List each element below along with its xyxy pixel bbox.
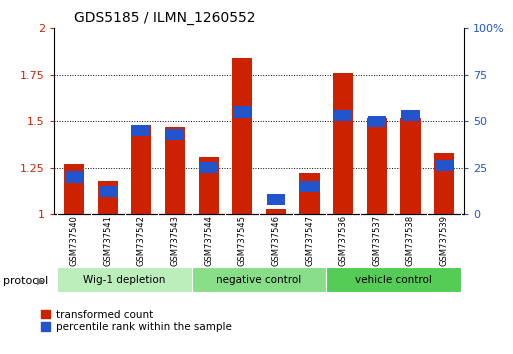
Text: GSM737537: GSM737537 (372, 215, 381, 266)
Bar (65, 171, 83, 183)
Bar (326, 267, 461, 292)
Bar (368, 116, 386, 127)
Text: GSM737543: GSM737543 (170, 215, 180, 266)
Text: ▶: ▶ (37, 276, 45, 286)
Text: GSM737540: GSM737540 (70, 215, 78, 266)
Bar (333, 73, 353, 214)
Bar (400, 118, 421, 214)
Bar (266, 209, 286, 214)
Bar (199, 156, 219, 214)
Bar (367, 118, 387, 214)
Text: GSM737542: GSM737542 (137, 215, 146, 266)
Text: GSM737546: GSM737546 (271, 215, 281, 266)
Bar (435, 160, 453, 171)
Bar (192, 267, 326, 292)
Bar (300, 173, 320, 214)
Text: GSM737547: GSM737547 (305, 215, 314, 266)
Text: GSM737544: GSM737544 (204, 215, 213, 266)
Bar (401, 110, 420, 121)
Text: protocol: protocol (3, 276, 48, 286)
Bar (232, 58, 252, 214)
Bar (64, 164, 84, 214)
Text: Wig-1 depletion: Wig-1 depletion (83, 275, 166, 285)
Bar (267, 194, 285, 205)
Text: GSM737538: GSM737538 (406, 215, 415, 266)
Text: GSM737539: GSM737539 (440, 215, 448, 266)
Bar (97, 181, 118, 214)
Text: GSM737536: GSM737536 (339, 215, 348, 266)
Text: GSM737541: GSM737541 (103, 215, 112, 266)
Bar (131, 125, 151, 214)
Bar (165, 127, 185, 214)
Text: negative control: negative control (216, 275, 302, 285)
Bar (132, 125, 150, 136)
Bar (301, 181, 319, 192)
Text: GSM737545: GSM737545 (238, 215, 247, 266)
Bar (434, 153, 454, 214)
Text: GDS5185 / ILMN_1260552: GDS5185 / ILMN_1260552 (74, 11, 256, 24)
Legend: transformed count, percentile rank within the sample: transformed count, percentile rank withi… (41, 310, 231, 332)
Bar (233, 106, 251, 118)
Bar (166, 129, 184, 140)
Bar (57, 267, 192, 292)
Bar (200, 162, 218, 173)
Bar (98, 186, 117, 198)
Bar (334, 110, 352, 121)
Text: vehicle control: vehicle control (355, 275, 432, 285)
